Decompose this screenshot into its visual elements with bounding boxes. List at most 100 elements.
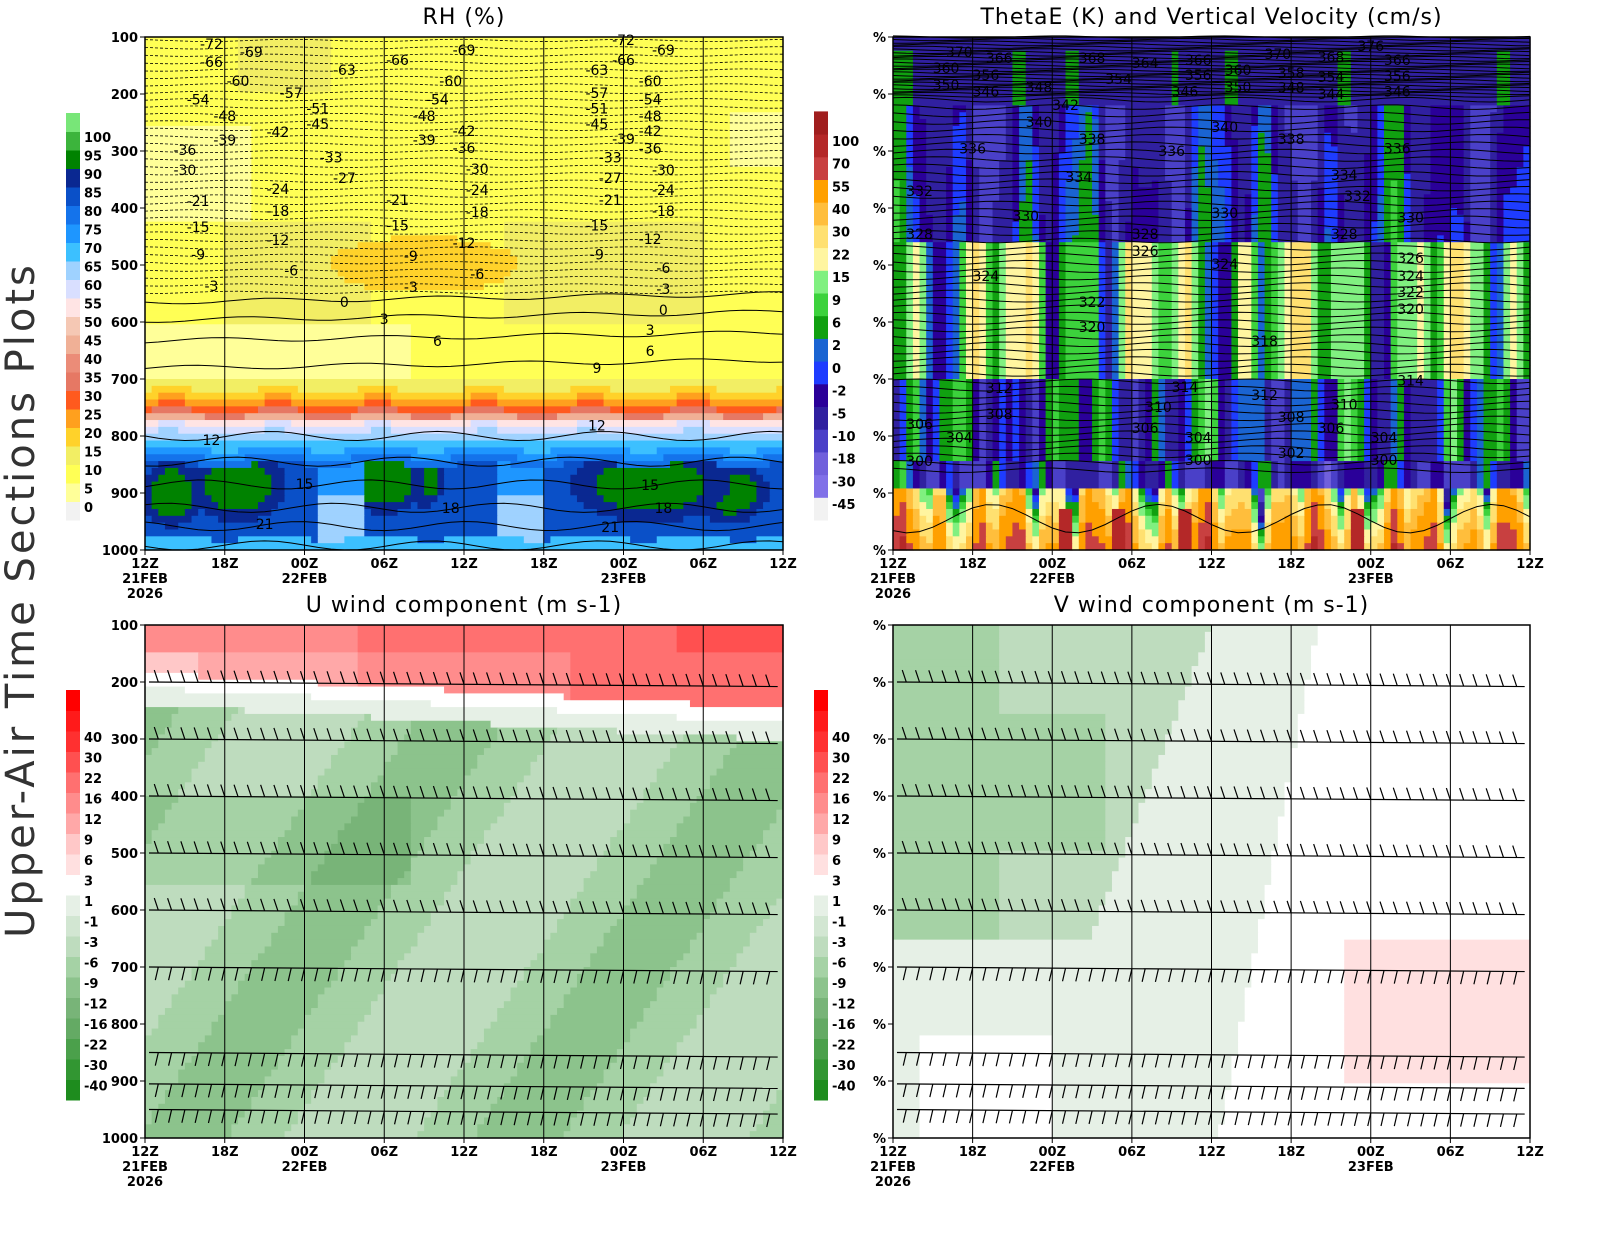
field-cell: [906, 420, 914, 428]
field-cell: [1171, 529, 1179, 537]
field-cell: [1457, 529, 1471, 537]
field-cell: [1052, 406, 1060, 414]
field-cell: [1476, 433, 1485, 442]
field-cell: [1098, 426, 1106, 435]
field-cell: [979, 522, 987, 531]
field-cell: [1178, 269, 1186, 277]
field-cell: [1191, 235, 1199, 243]
field-cell: [919, 433, 927, 442]
field-cell: [424, 488, 439, 496]
field-cell: [1171, 365, 1179, 373]
field-cell: [1111, 296, 1120, 305]
field-cell: [1516, 296, 1524, 305]
field-cell: [1092, 139, 1100, 148]
field-cell: [1211, 290, 1219, 298]
field-cell: [972, 337, 980, 346]
field-cell: [1311, 440, 1319, 448]
field-cell: [1470, 139, 1491, 148]
field-cell: [1238, 249, 1252, 257]
field-cell: [1523, 153, 1531, 161]
field-cell: [1032, 502, 1040, 510]
field-cell: [1098, 358, 1106, 366]
field-cell: [1490, 221, 1498, 230]
field-cell: [1443, 529, 1451, 537]
field-cell: [1337, 522, 1345, 531]
field-cell: [965, 331, 974, 339]
field-cell: [893, 495, 907, 503]
field-cell: [1523, 522, 1531, 531]
field-cell: [1211, 344, 1219, 353]
field-cell: [1052, 153, 1060, 161]
contour-label: -57: [585, 86, 608, 102]
field-cell: [1304, 508, 1312, 517]
field-cell: [1503, 208, 1531, 216]
field-cell: [1125, 515, 1133, 524]
field-cell: [972, 269, 980, 277]
field-cell: [926, 249, 934, 257]
field-cell: [1012, 420, 1020, 428]
field-cell: [1470, 392, 1478, 401]
field-cell: [1118, 474, 1126, 483]
field-cell: [1470, 337, 1485, 346]
field-cell: [145, 132, 252, 141]
field-cell: [357, 385, 399, 394]
field-cell: [1516, 303, 1524, 312]
field-cell: [1430, 358, 1438, 366]
contour-label: -30: [173, 163, 196, 179]
field-cell: [1523, 337, 1531, 346]
field-cell: [1344, 105, 1359, 113]
field-cell: [1138, 481, 1146, 490]
field-cell: [1158, 447, 1166, 455]
field-cell: [1443, 262, 1451, 271]
field-cell: [457, 461, 498, 469]
field-cell: [906, 173, 914, 182]
field-cell: [972, 426, 980, 435]
field-cell: [1218, 310, 1233, 319]
field-cell: [1151, 392, 1160, 401]
field-cell: [946, 495, 954, 503]
field-cell: [1025, 406, 1033, 414]
field-cell: [952, 194, 967, 202]
field-cell: [1204, 358, 1213, 366]
field-cell: [1430, 461, 1445, 469]
field-cell: [145, 242, 226, 250]
field-cell: [1052, 228, 1060, 236]
field-cell: [1125, 125, 1166, 134]
field-cell: [926, 187, 947, 195]
field-cell: [1058, 276, 1067, 284]
field-cell: [1251, 372, 1259, 380]
field-cell: [1384, 515, 1392, 524]
field-cell: [926, 426, 934, 435]
field-cell: [1370, 440, 1378, 448]
field-cell: [1005, 125, 1014, 134]
field-cell: [972, 221, 980, 230]
field-cell: [1171, 502, 1179, 510]
field-cell: [1496, 78, 1511, 86]
field-cell: [1231, 146, 1239, 154]
field-cell: [1012, 84, 1027, 93]
field-cell: [959, 112, 967, 120]
field-cell: [1490, 276, 1498, 284]
field-cell: [1384, 365, 1392, 373]
field-cell: [1377, 495, 1385, 503]
field-cell: [952, 365, 960, 373]
field-cell: [1324, 228, 1332, 236]
field-cell: [1065, 214, 1080, 223]
field-cell: [1005, 262, 1027, 271]
field-cell: [1463, 324, 1471, 332]
field-cell: [1364, 344, 1372, 353]
field-cell: [1005, 337, 1027, 346]
field-cell: [1277, 208, 1299, 216]
field-cell: [1523, 358, 1531, 366]
field-cell: [1271, 454, 1286, 462]
field-cell: [972, 139, 1007, 148]
field-cell: [1304, 515, 1312, 524]
field-cell: [1377, 153, 1385, 161]
field-cell: [1065, 235, 1073, 243]
field-cell: [596, 481, 704, 490]
field-cell: [1384, 180, 1392, 189]
field-cell: [1297, 228, 1312, 236]
field-cell: [1450, 242, 1465, 250]
field-cell: [1005, 399, 1014, 407]
field-cell: [1384, 153, 1405, 161]
